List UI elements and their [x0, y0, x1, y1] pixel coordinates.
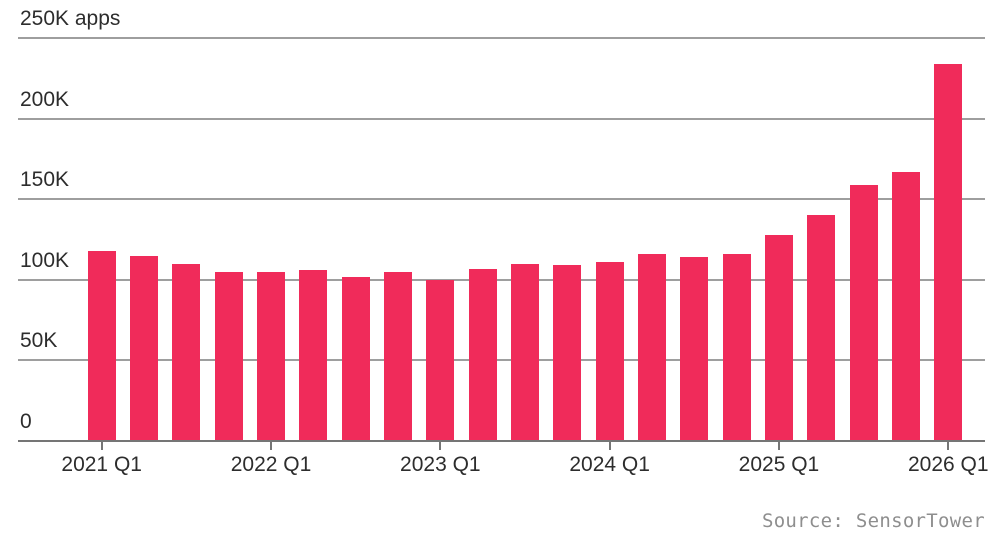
x-axis-tick-mark	[777, 441, 780, 450]
bar	[299, 270, 328, 441]
bar	[891, 171, 920, 441]
bar	[722, 254, 751, 441]
x-axis-tick-mark	[439, 441, 442, 450]
x-axis-baseline	[18, 440, 985, 442]
y-axis-label: 250K apps	[20, 7, 121, 30]
x-axis-label: 2022 Q1	[230, 453, 312, 476]
x-axis-label: 2025 Q1	[738, 453, 820, 476]
source-credit: Source: SensorTower	[761, 510, 985, 532]
y-axis-label: 100K	[20, 248, 70, 272]
x-axis-label: 2026 Q1	[908, 453, 989, 476]
bar	[214, 271, 243, 441]
bar	[341, 276, 370, 441]
y-gridline	[18, 198, 985, 201]
bar	[130, 255, 159, 441]
x-axis-label: 2024 Q1	[569, 453, 650, 476]
bar	[384, 271, 412, 441]
y-gridline	[18, 278, 985, 281]
bar	[807, 215, 836, 441]
bar	[426, 279, 455, 441]
x-axis-tick-mark	[947, 441, 950, 450]
bar	[87, 250, 116, 441]
y-axis-label: 200K	[20, 87, 70, 111]
x-axis-label: 2021 Q1	[61, 453, 142, 476]
x-axis-tick-mark	[270, 441, 273, 450]
y-gridline	[18, 37, 985, 39]
x-axis-label: 2023 Q1	[400, 453, 481, 476]
bar	[849, 184, 878, 441]
x-axis-tick-mark	[100, 441, 103, 450]
bar	[553, 265, 582, 441]
x-axis-tick-mark	[608, 441, 611, 450]
bar	[257, 271, 286, 441]
bar	[764, 234, 793, 441]
bar	[934, 63, 963, 441]
bar	[468, 268, 497, 441]
bar	[595, 262, 624, 441]
y-axis-label: 50K	[20, 329, 58, 353]
y-gridline	[18, 117, 985, 120]
y-gridline	[18, 359, 985, 362]
y-axis-label: 0	[20, 410, 32, 433]
bar	[172, 263, 201, 441]
bar	[680, 257, 709, 441]
bar	[511, 263, 539, 441]
bar	[637, 254, 666, 441]
y-axis-label: 150K	[20, 168, 70, 192]
